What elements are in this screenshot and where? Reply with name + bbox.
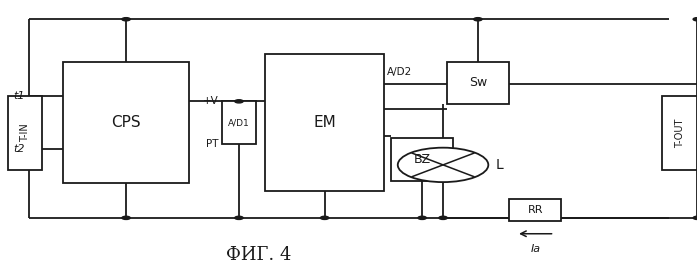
Text: PT: PT [206,139,218,149]
Bar [662,96,697,170]
Text: L: L [496,158,503,172]
Circle shape [320,216,329,219]
Bar [222,101,255,144]
Circle shape [439,216,447,219]
Text: T-IN: T-IN [20,124,30,143]
Bar [447,62,510,104]
Circle shape [693,216,698,219]
Text: Ia: Ia [530,244,540,254]
Text: t2: t2 [13,144,25,154]
Circle shape [693,18,698,21]
Text: t1: t1 [13,91,25,101]
Text: ФИГ. 4: ФИГ. 4 [225,246,291,264]
Bar [64,62,188,183]
Text: BZ: BZ [414,153,431,166]
Bar [391,138,454,181]
Text: A/D2: A/D2 [387,67,413,77]
Circle shape [122,216,131,219]
Circle shape [235,216,243,219]
Text: A/D1: A/D1 [228,118,250,127]
Text: Sw: Sw [469,76,487,89]
Circle shape [474,18,482,21]
Bar [265,54,384,191]
Text: RR: RR [528,205,543,215]
Circle shape [418,216,426,219]
Text: +V: +V [203,96,218,106]
Text: T-OUT: T-OUT [675,119,685,148]
Text: EM: EM [313,115,336,130]
Bar [510,199,561,221]
Bar [8,96,43,170]
Text: CPS: CPS [111,115,141,130]
Circle shape [122,18,131,21]
Circle shape [398,148,489,182]
Circle shape [235,100,243,103]
